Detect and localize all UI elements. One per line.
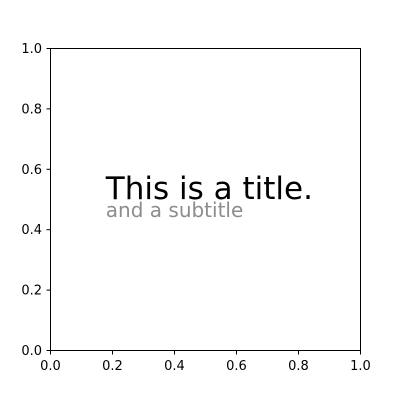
x-tick-label: 0.6 [226,359,247,374]
x-tick-label: 1.0 [350,359,371,374]
plot-area [50,48,361,351]
x-tick-label: 0.4 [164,359,185,374]
y-tick-label: 0.0 [21,344,42,359]
title-annotation: This is a title. [105,171,313,207]
x-tick-label: 0.0 [40,359,61,374]
x-tick-label: 0.8 [288,359,309,374]
y-tick-label: 1.0 [21,42,42,57]
x-tick-label: 0.2 [102,359,123,374]
y-tick-label: 0.8 [21,102,42,117]
x-axis: 0.0 0.2 0.4 0.6 0.8 1.0 [40,350,371,374]
y-tick-label: 0.2 [21,284,42,299]
annotations: This is a title.and a subtitle [105,171,313,222]
y-axis: 0.0 0.2 0.4 0.6 0.8 1.0 [21,42,51,359]
y-tick-label: 0.4 [21,223,42,238]
y-tick-label: 0.6 [21,163,42,178]
subtitle-annotation: and a subtitle [106,198,244,222]
